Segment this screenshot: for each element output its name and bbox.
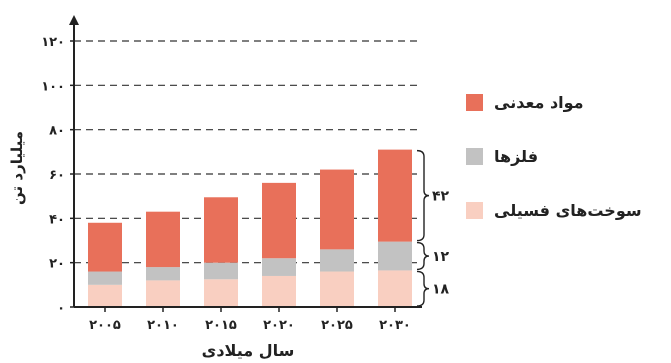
- x-axis-label: سال میلادی: [202, 341, 295, 360]
- brace: [416, 241, 430, 271]
- brace: [416, 270, 430, 307]
- legend: مواد معدنی فلزها سوخت‌های فسیلی: [466, 93, 642, 220]
- brace-label: ۴۲: [432, 189, 450, 205]
- y-tick-label: ۶۰: [49, 168, 65, 183]
- legend-swatch: [466, 94, 483, 111]
- y-ticks: ۰ ۲۰ ۴۰ ۶۰ ۸۰ ۱۰۰ ۱۲۰: [41, 35, 74, 316]
- x-tick-label: ۲۰۲۰: [263, 318, 295, 333]
- y-tick-label: ۲۰: [49, 257, 65, 272]
- legend-label: مواد معدنی: [494, 93, 584, 112]
- bar-segment-3: [378, 149, 412, 242]
- y-tick-label: ۰: [57, 301, 65, 316]
- annotations: ۴۲ ۱۲ ۱۸: [416, 149, 450, 307]
- legend-swatch: [466, 202, 483, 219]
- bar-segment-1: [204, 279, 238, 307]
- legend-label: سوخت‌های فسیلی: [494, 201, 642, 220]
- bar-segment-2: [88, 271, 122, 285]
- y-tick-label: ۸۰: [49, 124, 65, 139]
- bar-segment-2: [378, 241, 412, 271]
- brace: [416, 149, 430, 242]
- axes: [69, 15, 422, 308]
- bar-segment-2: [146, 267, 180, 281]
- bar-segment-1: [88, 284, 122, 307]
- y-tick-label: ۱۲۰: [41, 35, 65, 50]
- brace-label: ۱۸: [432, 282, 450, 298]
- x-tick-label: ۲۰۱۰: [147, 318, 179, 333]
- bar-segment-3: [146, 211, 180, 268]
- x-tick-label: ۲۰۳۰: [379, 318, 411, 333]
- bar-segment-3: [204, 197, 238, 263]
- x-ticks: ۲۰۰۵ ۲۰۱۰ ۲۰۱۵ ۲۰۲۰ ۲۰۲۵ ۲۰۳۰: [89, 307, 411, 333]
- legend-label: فلزها: [494, 147, 538, 166]
- y-axis-label: میلیارد تن: [8, 131, 26, 205]
- legend-swatch: [466, 148, 483, 165]
- bar-segment-1: [146, 280, 180, 307]
- x-tick-label: ۲۰۰۵: [89, 318, 121, 333]
- bar-segment-1: [320, 271, 354, 307]
- bar-segment-2: [204, 262, 238, 280]
- bar-segment-3: [320, 169, 354, 250]
- brace-label: ۱۲: [432, 249, 450, 265]
- grid-lines: [74, 40, 422, 264]
- y-tick-label: ۱۰۰: [41, 79, 65, 94]
- bar-segment-3: [88, 222, 122, 272]
- y-tick-label: ۴۰: [49, 212, 65, 227]
- y-axis-arrow: [69, 15, 79, 25]
- x-tick-label: ۲۰۲۵: [321, 318, 353, 333]
- bar-segment-2: [262, 258, 296, 276]
- bar-segment-2: [320, 249, 354, 272]
- bar-segment-1: [378, 270, 412, 307]
- bar-segment-1: [262, 275, 296, 307]
- x-tick-label: ۲۰۱۵: [205, 318, 237, 333]
- bars: [88, 149, 412, 307]
- bar-segment-3: [262, 182, 296, 259]
